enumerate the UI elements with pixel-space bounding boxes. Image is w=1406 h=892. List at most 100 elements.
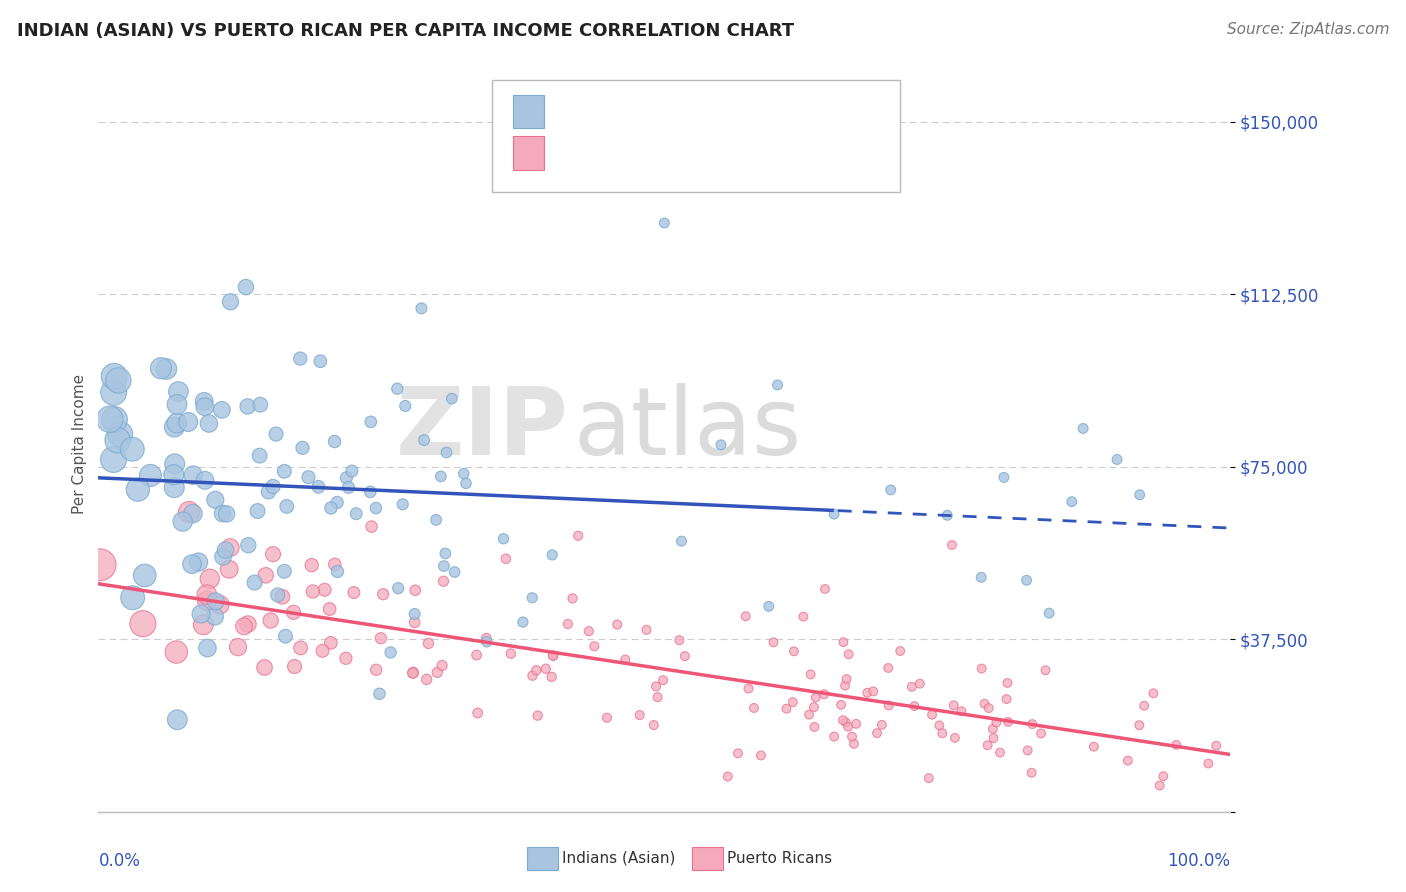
Point xyxy=(596,711,619,725)
Point xyxy=(380,645,402,659)
Point xyxy=(155,362,177,376)
Point xyxy=(193,394,215,409)
Point xyxy=(557,617,579,632)
Point xyxy=(204,492,226,507)
Point xyxy=(647,690,669,705)
Point xyxy=(734,609,756,624)
Point xyxy=(311,644,333,658)
Point xyxy=(1029,726,1052,740)
Point xyxy=(166,713,188,727)
Point xyxy=(267,588,290,602)
Point xyxy=(652,673,675,688)
Point xyxy=(645,680,668,694)
Point xyxy=(404,607,426,621)
Point xyxy=(977,701,1000,715)
Point xyxy=(163,467,186,482)
Point xyxy=(215,507,238,521)
Point xyxy=(742,701,765,715)
Point xyxy=(326,495,349,509)
Point xyxy=(803,700,825,714)
Point xyxy=(249,449,271,463)
Point xyxy=(976,738,998,752)
Point xyxy=(283,659,305,673)
Point xyxy=(165,645,187,659)
Point xyxy=(710,438,733,452)
Point xyxy=(387,382,409,396)
Point xyxy=(335,651,357,665)
Point xyxy=(163,481,186,495)
Point xyxy=(204,594,226,608)
Point xyxy=(804,690,827,705)
Point xyxy=(499,647,522,661)
Point xyxy=(475,631,498,645)
Point xyxy=(889,644,911,658)
Point xyxy=(391,497,413,511)
Text: Source: ZipAtlas.com: Source: ZipAtlas.com xyxy=(1226,22,1389,37)
Point xyxy=(823,507,845,521)
Point xyxy=(943,731,966,745)
Point xyxy=(465,648,488,662)
Point xyxy=(318,602,340,616)
Text: -0.192: -0.192 xyxy=(595,103,652,120)
Point xyxy=(121,591,143,605)
Point xyxy=(541,648,564,663)
Point xyxy=(103,385,125,400)
Point xyxy=(436,445,458,459)
Text: Puerto Ricans: Puerto Ricans xyxy=(727,851,832,865)
Point xyxy=(1197,756,1219,771)
Point xyxy=(411,301,433,316)
Point xyxy=(997,676,1019,690)
Point xyxy=(323,434,346,449)
Point xyxy=(803,720,825,734)
Point xyxy=(1060,494,1083,508)
Point xyxy=(842,737,865,751)
Point xyxy=(467,706,489,720)
Point xyxy=(297,470,319,484)
Text: atlas: atlas xyxy=(574,383,801,475)
Point xyxy=(226,640,249,654)
Point xyxy=(415,673,437,687)
Point xyxy=(814,582,837,596)
Point xyxy=(931,726,953,740)
Point xyxy=(235,280,257,294)
Point xyxy=(1205,739,1227,753)
Point xyxy=(187,555,209,569)
Point xyxy=(218,562,240,576)
Y-axis label: Per Capita Income: Per Capita Income xyxy=(72,374,87,514)
Point xyxy=(561,591,583,606)
Point xyxy=(800,667,823,681)
Point xyxy=(993,470,1015,484)
Point xyxy=(835,715,858,730)
Point xyxy=(1142,686,1164,700)
Point xyxy=(903,699,925,714)
Point xyxy=(262,479,284,493)
Point xyxy=(880,483,903,497)
Point xyxy=(98,412,121,426)
Point xyxy=(373,587,395,601)
Point xyxy=(366,663,388,677)
Point xyxy=(981,722,1004,736)
Point xyxy=(440,392,463,406)
Point xyxy=(127,483,149,497)
Point xyxy=(314,582,336,597)
Point xyxy=(433,559,456,574)
Point xyxy=(877,698,900,713)
Point xyxy=(402,665,425,680)
Point xyxy=(195,594,218,608)
Point xyxy=(1152,769,1174,783)
Point xyxy=(194,400,217,414)
Point xyxy=(404,583,426,598)
Point xyxy=(257,484,280,499)
Point xyxy=(995,692,1018,706)
Point xyxy=(541,548,564,562)
Point xyxy=(673,649,696,664)
Point xyxy=(652,216,676,230)
Point xyxy=(628,708,651,723)
Point xyxy=(1035,663,1057,677)
Point xyxy=(512,615,534,629)
Point xyxy=(181,468,204,483)
Point xyxy=(986,715,1008,730)
Point xyxy=(343,585,366,599)
Point xyxy=(870,718,893,732)
Point xyxy=(845,716,868,731)
